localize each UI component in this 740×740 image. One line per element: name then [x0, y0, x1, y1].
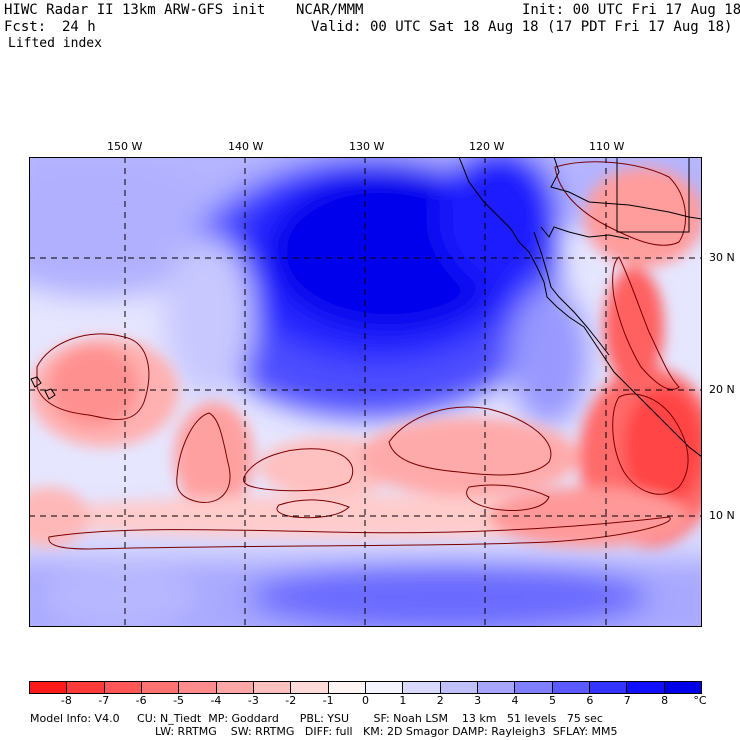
colorbar-tick-label: 2 [436, 694, 444, 707]
colorbar-segment [515, 682, 553, 693]
graticule [29, 157, 702, 627]
lifted-index-contours [36, 161, 689, 550]
colorbar-segment [365, 682, 404, 693]
colorbar-segment [440, 682, 478, 693]
colorbar-segment [141, 682, 180, 693]
lon-tick-150w: 150 W [107, 140, 143, 153]
colorbar-segment [253, 682, 292, 693]
lat-tick-10n: 10 N [709, 509, 735, 522]
lon-tick-120w: 120 W [469, 140, 505, 153]
map-frame [29, 157, 702, 627]
field-name-label: Lifted index [8, 36, 102, 51]
colorbar-tick-label: -6 [135, 694, 147, 707]
colorbar-tick-label: 8 [661, 694, 669, 707]
colorbar-segment [589, 682, 628, 693]
colorbar-unit: °C [693, 694, 707, 707]
organization-label: NCAR/MMM [296, 2, 364, 18]
colorbar-segment [30, 682, 68, 693]
forecast-hour-label: Fcst: [4, 19, 47, 35]
colorbar-segment [104, 682, 142, 693]
colorbar-tick-label: 1 [399, 694, 407, 707]
colorbar-tick-label: 6 [586, 694, 594, 707]
colorbar-tick-label: 4 [511, 694, 519, 707]
colorbar-tick-label: -5 [173, 694, 185, 707]
colorbar-segment [179, 682, 217, 693]
colorbar-tick-label: -1 [322, 694, 334, 707]
valid-time-label: Valid: 00 UTC Sat 18 Aug 18 (17 PDT Fri … [311, 19, 733, 35]
lifted-index-map[interactable] [29, 157, 702, 627]
colorbar-segment [403, 682, 441, 693]
colorbar-segment [477, 682, 516, 693]
lat-tick-20n: 20 N [709, 383, 735, 396]
colorbar-segment [291, 682, 329, 693]
colorbar-segment [664, 682, 701, 693]
unstable-air-field [29, 167, 702, 547]
coastline [30, 157, 702, 458]
colorbar-tick-label: -8 [60, 694, 72, 707]
colorbar [29, 681, 702, 694]
model-info-line2: LW: RRTMG SW: RRTMG DIFF: full KM: 2D Sm… [155, 725, 618, 738]
colorbar-segment [328, 682, 366, 693]
colorbar-tick-label: -4 [210, 694, 222, 707]
model-info-line1: Model Info: V4.0 CU: N_Tiedt MP: Goddard… [30, 712, 603, 725]
colorbar-tick-label: -7 [98, 694, 110, 707]
colorbar-tick-label: 7 [623, 694, 631, 707]
lon-tick-140w: 140 W [228, 140, 264, 153]
lat-tick-30n: 30 N [709, 251, 735, 264]
colorbar-segment [67, 682, 105, 693]
colorbar-tick-label: -2 [285, 694, 297, 707]
init-time-label: Init: 00 UTC Fri 17 Aug 18 [522, 2, 740, 18]
colorbar-tick-label: 5 [548, 694, 556, 707]
lon-tick-130w: 130 W [349, 140, 385, 153]
model-title: HIWC Radar II 13km ARW-GFS init [4, 2, 266, 18]
colorbar-tick-label: 3 [474, 694, 482, 707]
colorbar-segment [216, 682, 254, 693]
colorbar-tick-label: 0 [362, 694, 369, 707]
colorbar-segment [627, 682, 665, 693]
lon-tick-110w: 110 W [589, 140, 625, 153]
colorbar-segment [552, 682, 590, 693]
forecast-hour-value: 24 h [62, 19, 96, 35]
colorbar-tick-label: -3 [247, 694, 259, 707]
